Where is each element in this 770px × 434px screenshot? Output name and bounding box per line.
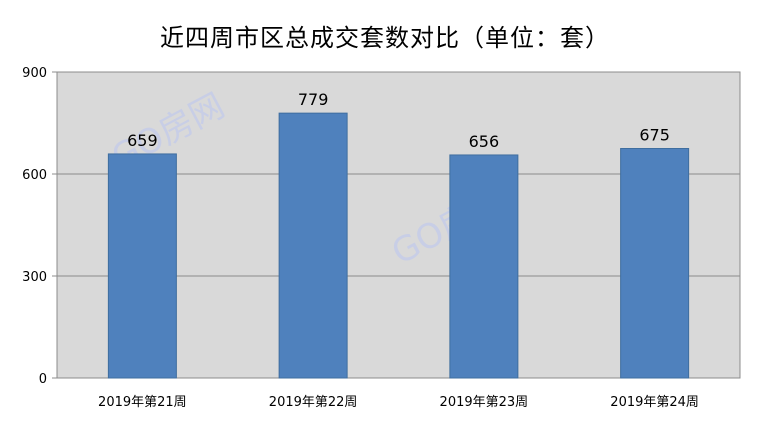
bar	[620, 148, 690, 379]
x-category-label: 2019年第22周	[269, 395, 358, 410]
data-label: 779	[298, 90, 329, 109]
bar	[107, 153, 177, 379]
bars: 659 779 656 675	[107, 90, 690, 379]
bar	[278, 112, 348, 379]
x-category-label: 2019年第21周	[98, 395, 187, 410]
data-label: 656	[469, 132, 500, 151]
y-tick-label: 300	[22, 270, 47, 285]
chart-title: 近四周市区总成交套数对比（单位：套）	[160, 24, 610, 52]
x-category-label: 2019年第24周	[610, 395, 699, 410]
y-tick-label: 600	[22, 168, 47, 183]
y-tick-label: 0	[39, 372, 47, 387]
y-tick-label: 900	[22, 66, 47, 81]
data-label: 675	[639, 126, 670, 145]
data-label: 659	[127, 131, 158, 150]
x-category-label: 2019年第23周	[440, 395, 529, 410]
bar	[449, 154, 519, 379]
y-axis: 0 300 600 900	[22, 66, 57, 387]
x-axis: 2019年第21周 2019年第22周 2019年第23周 2019年第24周	[98, 395, 699, 410]
